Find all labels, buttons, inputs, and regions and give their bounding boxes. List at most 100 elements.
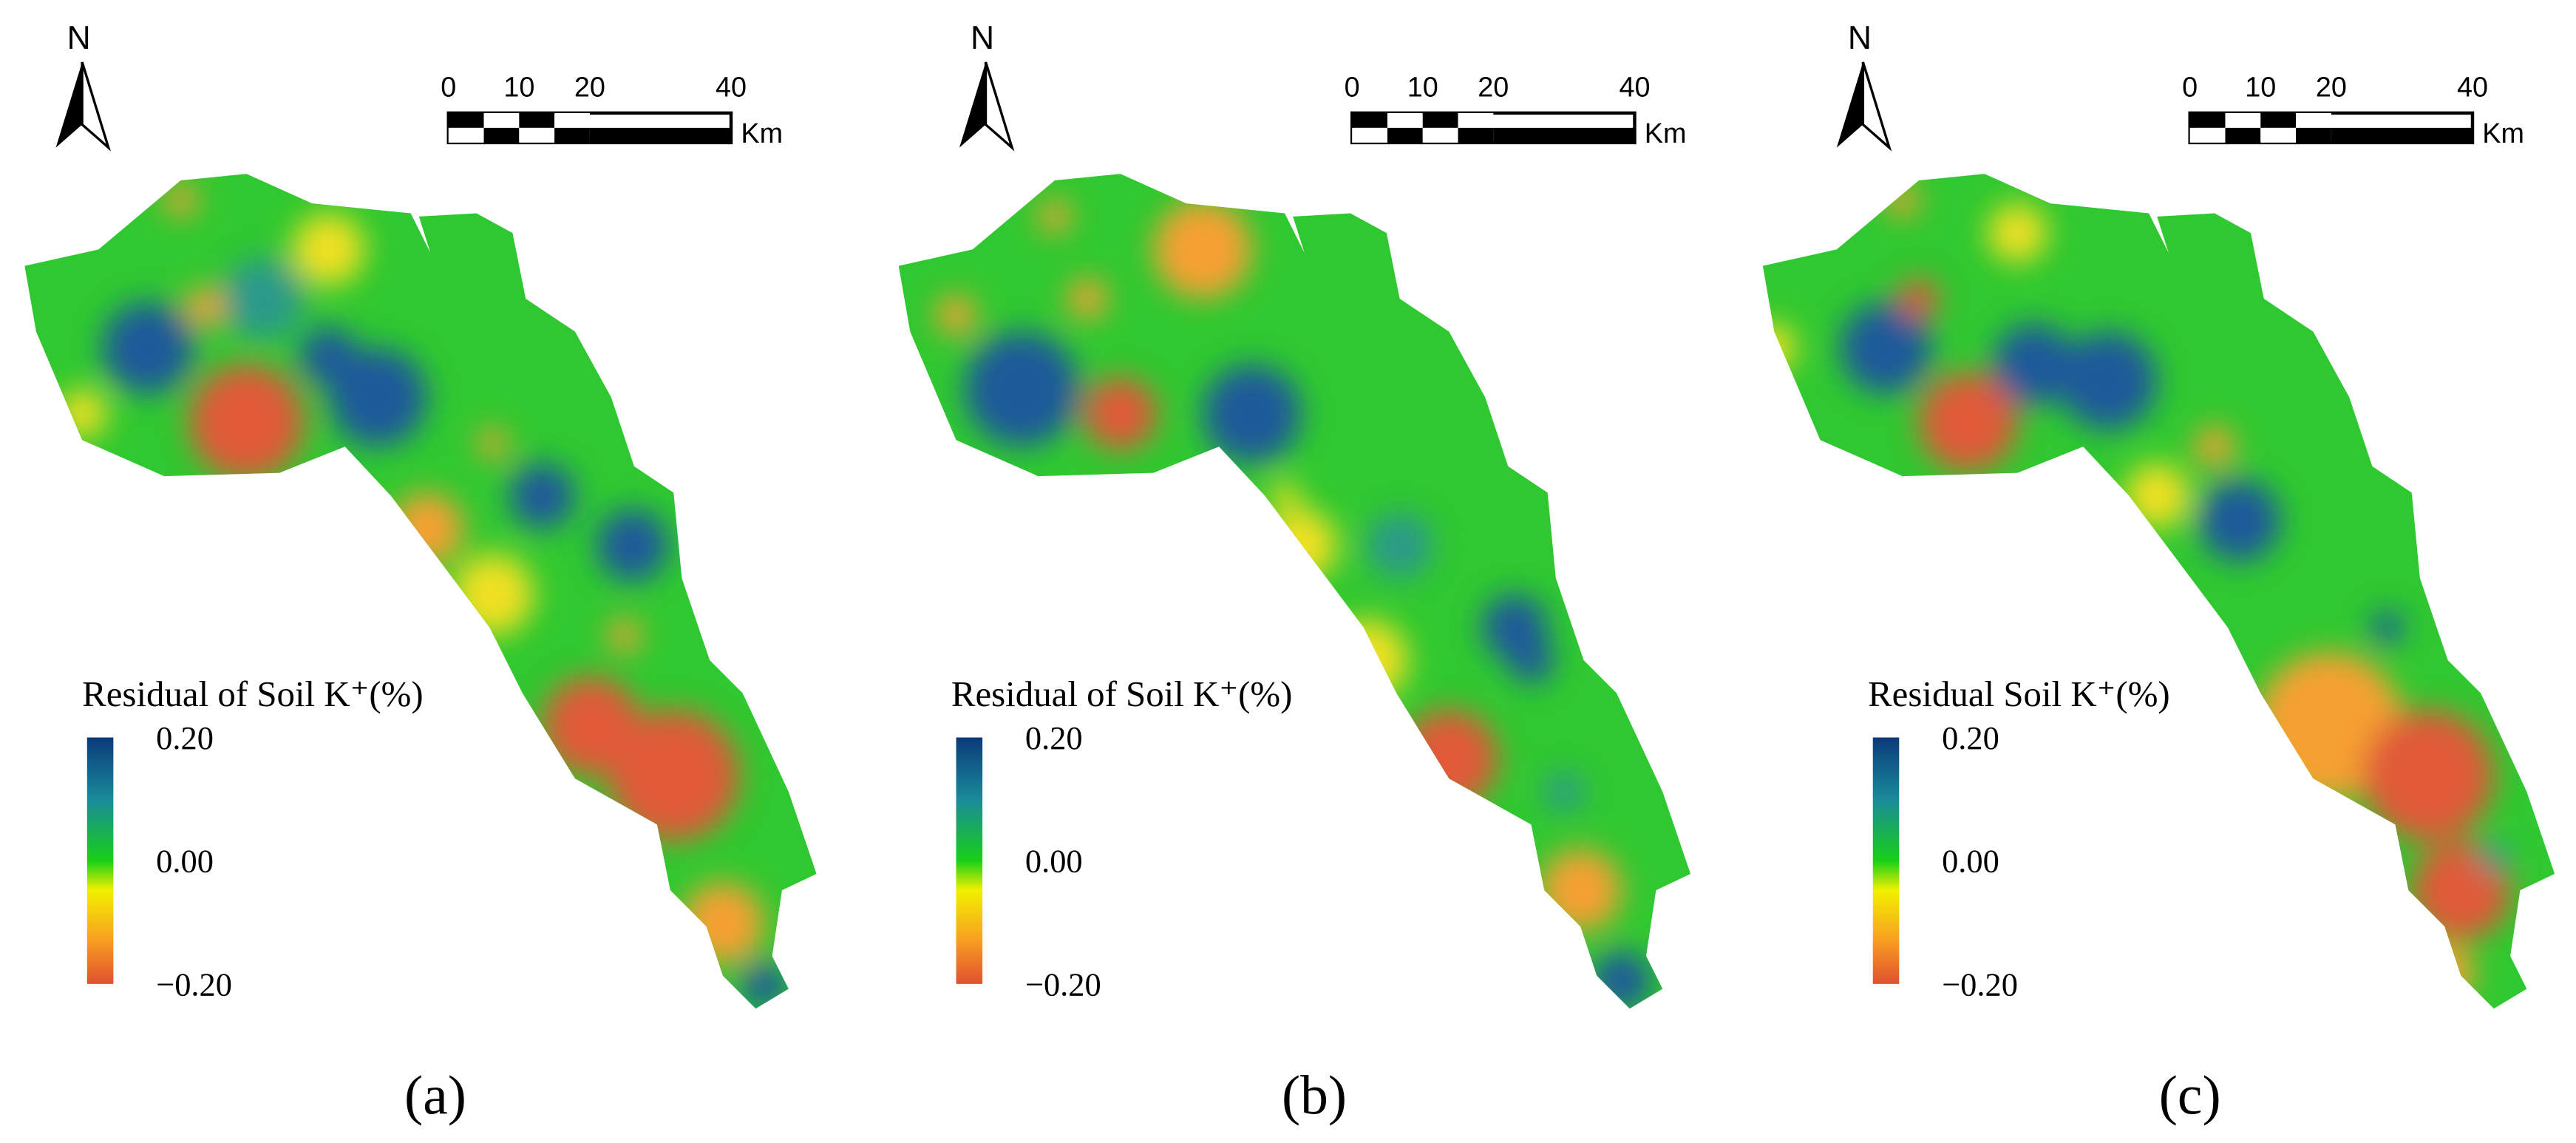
north-right [81,61,112,152]
map-blob [509,463,575,529]
map [1762,174,2555,1009]
scale-tick-label: 0 [1345,72,1360,104]
scale-cell [1493,127,1635,143]
map-blob [478,428,508,458]
map-blob [186,287,225,327]
legend-tick-label: 0.20 [1942,719,1999,756]
map-blob [222,257,305,340]
north-left [1836,62,1863,148]
legend-tick-label: 0.00 [1025,843,1083,880]
north-arrow: N [55,20,112,152]
north-left [959,62,986,148]
map-blob [1591,951,1651,1009]
panel-label: (c) [2159,1065,2221,1126]
scale-tick-label: 10 [2245,72,2276,104]
colorbar [1872,737,1900,984]
map-blob [188,364,305,480]
map-blob [1067,279,1108,319]
scale-cell [1458,127,1494,143]
legend-title: Residual Soil K⁺(%) [1868,674,2170,714]
map-blob [1325,619,1408,702]
scale-cell [1387,127,1423,143]
map-blob [1992,323,2076,406]
scale-cell [519,112,555,128]
map-blob [101,302,194,394]
legend-title: Residual of Soil K⁺(%) [82,674,424,714]
scale-bar: 0 10 20 40 Km [2182,72,2524,149]
scale-cell [448,112,484,128]
map-blob [2195,427,2235,467]
scale-cell [2296,112,2331,128]
scale-tick-label: 40 [2457,72,2488,104]
scale-cell [2260,127,2297,143]
map-blob [964,331,1080,447]
panel-label: (a) [404,1065,466,1126]
map-fill [1762,174,2555,1009]
map-blob [164,183,197,217]
map-blob [2362,709,2494,841]
map-blob [390,492,463,566]
map-blob [1270,481,1300,511]
map-blob [1265,509,1338,582]
legend-tick-label: 0.20 [156,719,214,756]
north-arrow: N [1836,20,1892,152]
scale-cell [2189,127,2226,143]
legend-tick-label: −0.20 [156,966,232,1003]
scale-unit: Km [2482,118,2524,149]
legend-tick-label: 0.00 [156,843,214,880]
scale-tick-label: 20 [2316,72,2347,104]
map-blob [1886,183,1919,217]
scale-cell [2189,112,2226,128]
map-blob [1840,302,1932,394]
scale-cell [1422,127,1458,143]
scale-cell [519,127,555,143]
scale-cell [1458,112,1494,128]
map-blob [936,295,976,335]
map-blob [1153,200,1252,299]
scale-cell [1422,112,1458,128]
scale-unit: Km [1645,118,1687,149]
map-blob [1988,203,2047,263]
colorbar [86,737,114,984]
scale-cell [2331,127,2473,143]
scale-tick-label: 20 [574,72,605,104]
scale-cell [589,127,732,143]
map-blob [57,389,107,438]
map-blob [299,326,358,386]
scale-tick-label: 0 [2182,72,2198,104]
map-blob [328,347,427,447]
map-blob [1202,364,1302,464]
map [24,174,817,1009]
scale-unit: Km [741,118,783,149]
panel: N 0 10 20 40 Km Residual of Soil K⁺(%) 0.20 0.00… [24,20,817,1126]
scale-tick-label: 0 [441,72,456,104]
map-blob [608,619,641,652]
map-blob [1508,637,1554,684]
scale-bar: 0 10 20 40 Km [1345,72,1687,149]
scale-tick-label: 10 [503,72,534,104]
map-blob [1899,279,1939,319]
map-blob [1544,772,1584,812]
legend-title: Residual of Soil K⁺(%) [951,674,1293,714]
scale-cell [1352,127,1387,143]
panel-label: (b) [1282,1065,1347,1126]
map-blob [2058,331,2158,430]
map-blob [2124,463,2190,529]
scale-tick-label: 40 [1619,72,1650,104]
map-blob [1762,323,1796,373]
map-blob [596,509,669,582]
panel: N 0 10 20 40 Km Residual of Soil K⁺(%) 0.20 0.00… [898,20,1691,1126]
map-blob [1539,849,1622,932]
map-blob [2477,841,2511,874]
scale-bar: 0 10 20 40 Km [441,72,783,149]
scale-cell [2260,112,2297,128]
map-blob [1038,200,1072,234]
scale-cell [1352,112,1387,128]
scale-cell [448,127,484,143]
map-blob [2371,611,2404,644]
map-blobs [57,183,787,1009]
legend: Residual of Soil K⁺(%) 0.20 0.00 −0.20 [82,674,424,1003]
map-blob [608,709,740,841]
scale-cell [1387,112,1423,128]
